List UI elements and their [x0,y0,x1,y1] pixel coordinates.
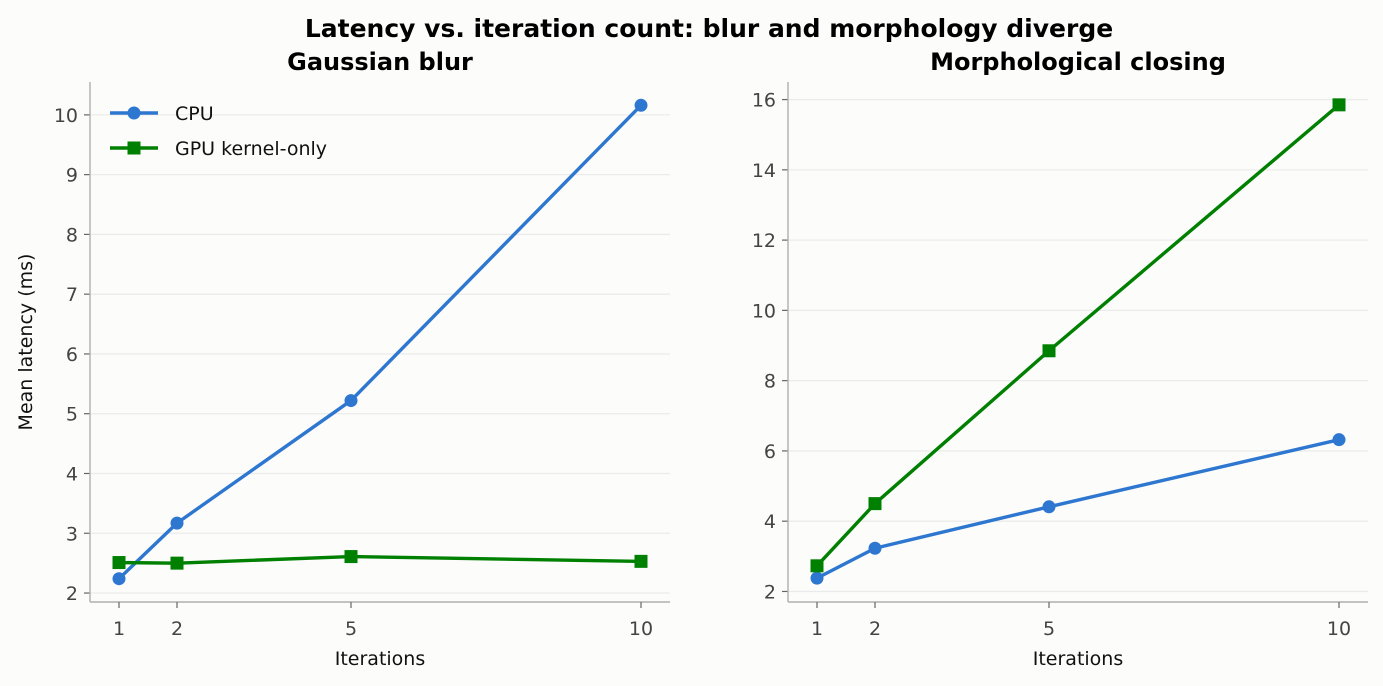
point-gpu-kernel-only [112,556,126,570]
y-tick-label: 10 [752,300,776,322]
point-gpu-kernel-only [344,550,358,564]
point-cpu [170,516,184,530]
panel-title: Gaussian blur [287,48,473,76]
y-tick-label: 7 [66,284,78,306]
panel-title: Morphological closing [930,48,1226,76]
y-tick-label: 2 [764,581,776,603]
x-tick-label: 1 [113,618,125,640]
point-gpu-kernel-only [868,497,882,511]
series-line-cpu [816,438,1340,580]
point-cpu [1042,500,1056,514]
point-gpu-kernel-only [634,554,648,568]
y-axis-label: Mean latency (ms) [15,254,37,431]
y-tick-label: 2 [66,583,78,605]
point-cpu [112,572,126,586]
y-tick-label: 10 [54,105,78,127]
point-cpu [344,394,358,408]
y-tick-label: 9 [66,165,78,187]
legend-label-gpu-kernel-only: GPU kernel-only [175,138,327,160]
point-gpu-kernel-only [1332,98,1346,112]
legend: CPU GPU kernel-only [110,103,327,160]
series-line-gpu-kernel-only [118,554,642,565]
legend-marker-gpu-kernel-only [127,141,141,155]
x-tick-label: 5 [1043,618,1055,640]
point-gpu-kernel-only [170,556,184,570]
point-cpu [810,571,824,585]
y-tick-label: 12 [752,230,776,252]
y-tick-label: 8 [66,224,78,246]
y-tick-label: 4 [764,511,776,533]
x-tick-label: 10 [1327,618,1351,640]
y-tick-label: 8 [764,371,776,393]
y-tick-label: 16 [752,90,776,112]
point-cpu [634,98,648,112]
series-line-gpu-kernel-only [815,103,1341,567]
y-tick-label: 14 [752,160,776,182]
x-axis-label: Iterations [1033,648,1124,670]
legend-marker-cpu [127,106,141,120]
x-tick-label: 5 [345,618,357,640]
series-line-cpu [117,104,643,580]
y-tick-label: 4 [66,463,78,485]
figure-title: Latency vs. iteration count: blur and mo… [305,14,1113,43]
legend-label-cpu: CPU [175,103,214,125]
y-tick-label: 5 [66,404,78,426]
y-tick-label: 6 [764,441,776,463]
x-tick-label: 2 [171,618,183,640]
x-axis-label: Iterations [335,648,426,670]
point-cpu [868,541,882,555]
x-tick-label: 1 [811,618,823,640]
chart-gaussian-blur: Gaussian blur 2 3 4 5 6 7 8 9 10 1 2 5 10 Iterations Me… [15,48,670,670]
point-cpu [1332,433,1346,447]
x-tick-label: 10 [629,618,653,640]
x-tick-label: 2 [869,618,881,640]
point-gpu-kernel-only [810,559,824,573]
y-tick-label: 3 [66,523,78,545]
point-gpu-kernel-only [1042,344,1056,358]
y-tick-label: 6 [66,344,78,366]
